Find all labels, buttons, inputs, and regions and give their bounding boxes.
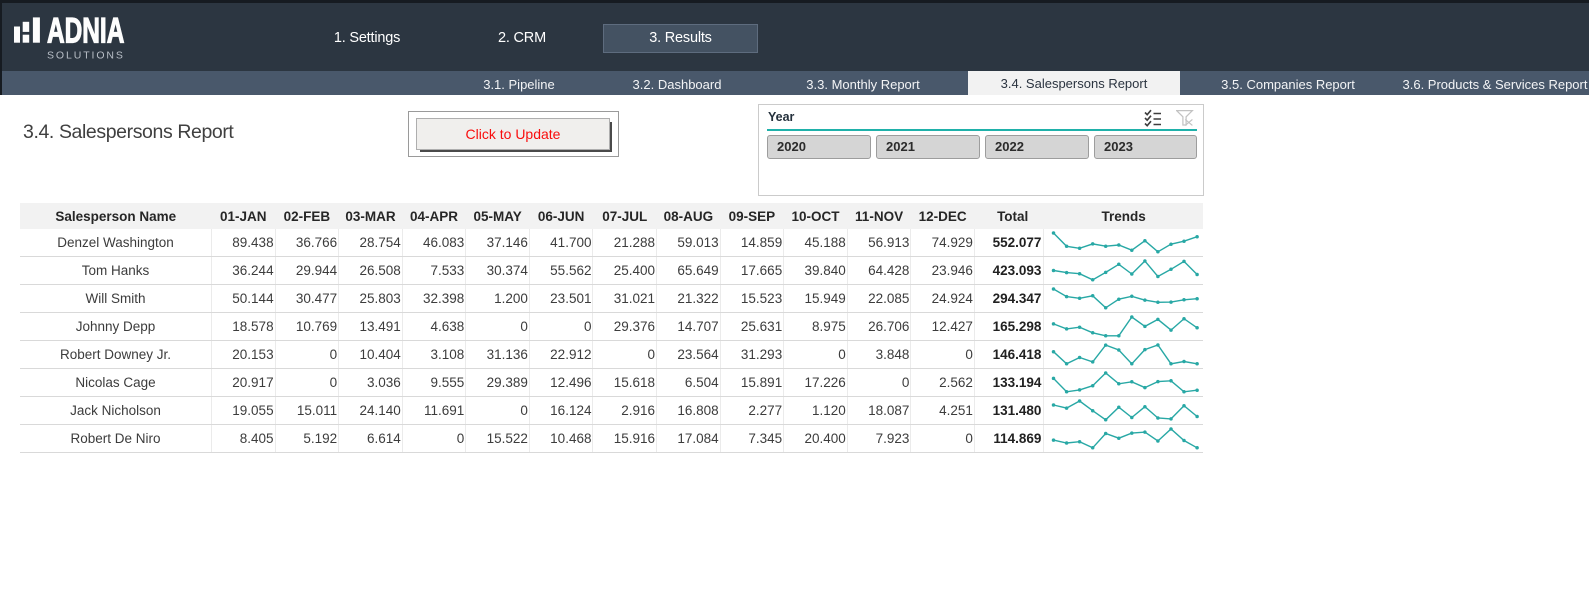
svg-text:ADNIA: ADNIA (47, 13, 124, 51)
svg-text:SOLUTIONS: SOLUTIONS (47, 49, 125, 61)
